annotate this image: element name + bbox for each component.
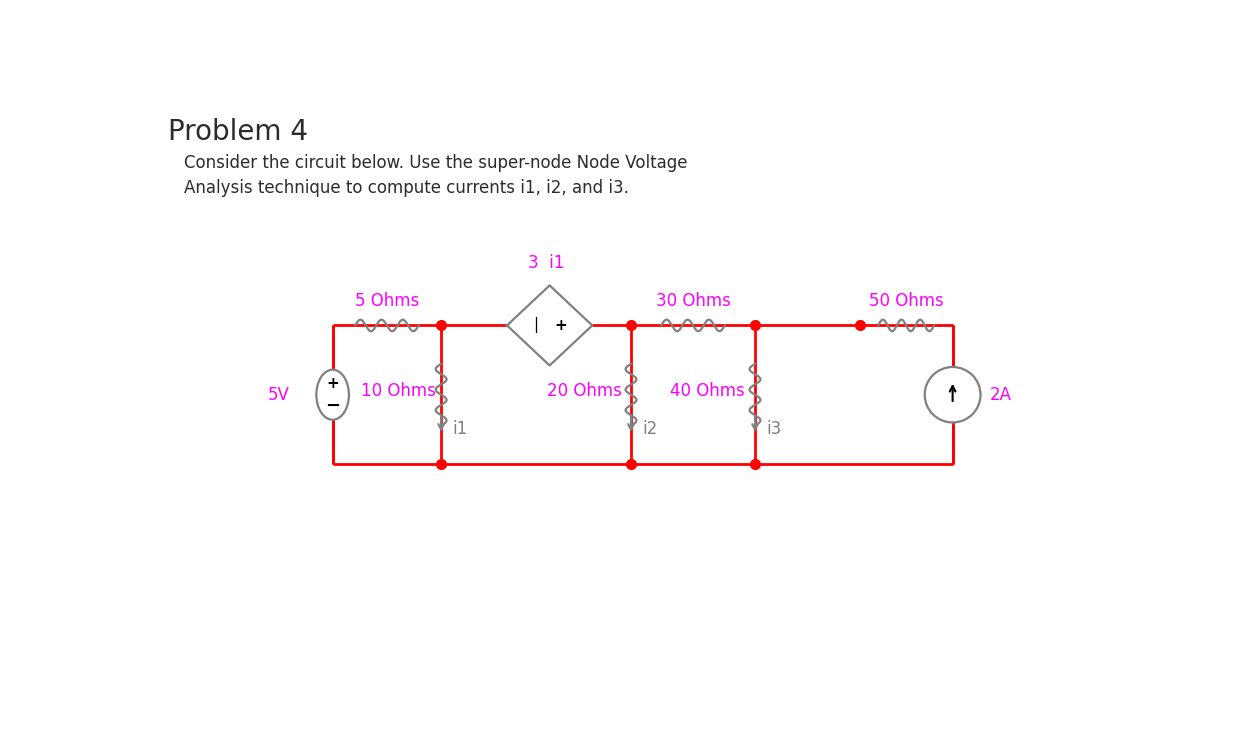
Text: i3: i3 — [767, 420, 782, 438]
Text: 50 Ohms: 50 Ohms — [868, 292, 944, 310]
Text: |: | — [534, 318, 538, 333]
Text: 10 Ohms: 10 Ohms — [361, 382, 436, 400]
Circle shape — [925, 367, 981, 422]
Text: i1: i1 — [453, 420, 468, 438]
Ellipse shape — [316, 370, 350, 420]
Text: 3  i1: 3 i1 — [527, 254, 564, 272]
Text: i2: i2 — [642, 420, 658, 438]
Text: +: + — [326, 376, 338, 392]
Text: 30 Ohms: 30 Ohms — [656, 292, 730, 310]
Text: 5 Ohms: 5 Ohms — [354, 292, 419, 310]
Text: Consider the circuit below. Use the super-node Node Voltage: Consider the circuit below. Use the supe… — [184, 154, 688, 171]
Text: 40 Ohms: 40 Ohms — [669, 382, 745, 400]
Polygon shape — [508, 286, 593, 366]
Text: +: + — [555, 318, 568, 333]
Text: 2A: 2A — [989, 386, 1011, 404]
Text: 20 Ohms: 20 Ohms — [547, 382, 622, 400]
Text: −: − — [325, 396, 340, 415]
Text: Analysis technique to compute currents i1, i2, and i3.: Analysis technique to compute currents i… — [184, 179, 629, 197]
Text: Problem 4: Problem 4 — [168, 117, 309, 145]
Text: 5V: 5V — [268, 386, 290, 404]
